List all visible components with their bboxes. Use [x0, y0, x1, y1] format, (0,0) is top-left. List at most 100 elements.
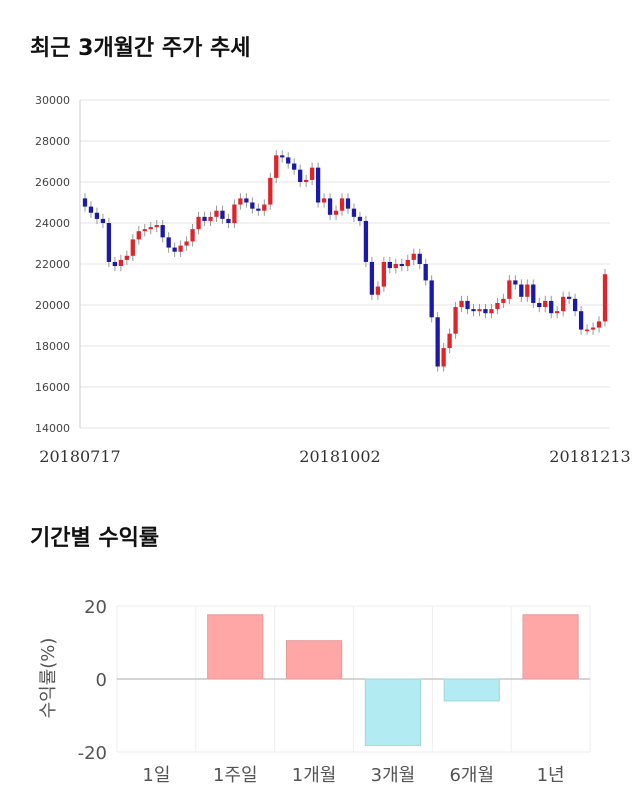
- price-candle: [501, 293, 506, 309]
- price-candle: [561, 291, 566, 317]
- price-candle-body: [190, 229, 195, 242]
- price-candle-body: [327, 198, 333, 215]
- returns-x-label: 1일: [142, 765, 170, 786]
- returns-title: 기간별 수익률: [30, 526, 160, 551]
- returns-bar-chart: 20 0 -20 1일 1주일 1개월 3개월 6개월 1년 수익률(%): [38, 597, 591, 786]
- returns-x-label: 3개월: [371, 765, 416, 786]
- returns-bar: [285, 640, 343, 680]
- price-candle: [214, 205, 219, 222]
- price-candle-body: [333, 210, 339, 215]
- price-candle-body: [447, 333, 452, 349]
- price-candle: [525, 279, 530, 302]
- price-candle: [435, 312, 440, 372]
- price-candle-body: [477, 309, 482, 312]
- price-candle: [555, 306, 560, 319]
- price-candle-body: [142, 229, 147, 232]
- price-candle: [393, 258, 398, 274]
- returns-chart-grid: [116, 605, 591, 753]
- price-chart-grid: [79, 99, 610, 429]
- price-candle-body: [196, 216, 201, 230]
- price-candle: [124, 250, 129, 266]
- price-candle: [477, 303, 482, 317]
- price-candle-body: [88, 206, 94, 213]
- price-candle-body: [572, 298, 578, 312]
- price-candle: [399, 258, 404, 272]
- price-candle: [172, 242, 177, 257]
- price-candle-body: [274, 155, 279, 178]
- price-candle-body: [453, 307, 458, 334]
- price-candle-body: [250, 202, 255, 209]
- price-candle-body: [531, 284, 536, 303]
- price-candle: [441, 342, 446, 372]
- price-candle-body: [345, 198, 351, 209]
- price-candle-body: [375, 286, 381, 295]
- price-candle: [244, 193, 249, 208]
- price-candle: [190, 224, 195, 247]
- price-candle-body: [238, 198, 243, 205]
- price-candle-body: [549, 300, 554, 314]
- price-candle-body: [303, 179, 309, 182]
- price-candle: [118, 254, 124, 272]
- returns-bar: [207, 614, 264, 680]
- price-candle: [459, 295, 464, 313]
- price-candle: [309, 162, 315, 186]
- price-candle-body: [172, 247, 177, 252]
- price-y-tick: 30000: [35, 94, 70, 107]
- price-candle-body: [566, 296, 572, 299]
- returns-y-ticks: 20 0 -20: [78, 597, 107, 764]
- price-candle-body: [357, 216, 363, 221]
- price-candle: [417, 248, 422, 270]
- price-candle-body: [94, 212, 100, 219]
- price-x-labels: 20180717 20181002 20181213: [39, 447, 630, 466]
- price-candle: [375, 281, 381, 300]
- price-candle-body: [459, 300, 464, 308]
- price-candle: [130, 234, 135, 261]
- price-candle-body: [148, 227, 153, 230]
- price-candle-body: [405, 259, 410, 267]
- price-candle-body: [315, 167, 321, 203]
- price-x-label: 20181002: [299, 447, 380, 466]
- price-candle-body: [154, 225, 159, 228]
- price-y-tick: 18000: [35, 340, 70, 353]
- price-candle-body: [256, 208, 261, 211]
- price-candle: [286, 152, 291, 169]
- price-candle-body: [351, 208, 357, 217]
- price-candle: [303, 174, 309, 188]
- price-candle-body: [214, 210, 219, 217]
- price-candle-body: [465, 300, 470, 310]
- price-candle: [507, 275, 512, 304]
- price-candle: [584, 324, 590, 335]
- price-candle: [519, 279, 524, 302]
- price-candle-body: [130, 239, 135, 256]
- price-candle-body: [166, 237, 171, 248]
- price-candle: [262, 199, 267, 216]
- price-candle: [423, 258, 428, 286]
- price-candle-body: [369, 261, 375, 295]
- price-y-tick: 28000: [35, 135, 70, 148]
- price-candle-body: [423, 264, 428, 281]
- price-candle: [471, 303, 476, 317]
- price-candle-body: [543, 300, 548, 308]
- price-candle-body: [381, 261, 387, 287]
- price-candle-body: [507, 280, 512, 299]
- returns-x-label: 1년: [537, 765, 565, 786]
- price-candle-body: [525, 284, 530, 297]
- price-candle: [578, 306, 584, 335]
- price-candle: [453, 301, 458, 339]
- returns-bar: [443, 678, 500, 702]
- price-candle-body: [590, 327, 596, 330]
- price-candle-body: [435, 317, 440, 367]
- price-y-tick: 16000: [35, 381, 70, 394]
- price-candle-body: [220, 210, 225, 219]
- price-candle: [208, 211, 213, 227]
- price-candle: [483, 303, 488, 319]
- price-candle: [429, 275, 434, 323]
- price-candle-body: [602, 274, 608, 322]
- price-candle-body: [513, 280, 518, 285]
- price-candle-body: [309, 167, 315, 180]
- price-candle: [369, 256, 375, 300]
- price-candle-body: [561, 296, 566, 312]
- price-candle-body: [232, 204, 237, 223]
- price-candle-body: [483, 309, 488, 314]
- price-candle: [411, 248, 416, 266]
